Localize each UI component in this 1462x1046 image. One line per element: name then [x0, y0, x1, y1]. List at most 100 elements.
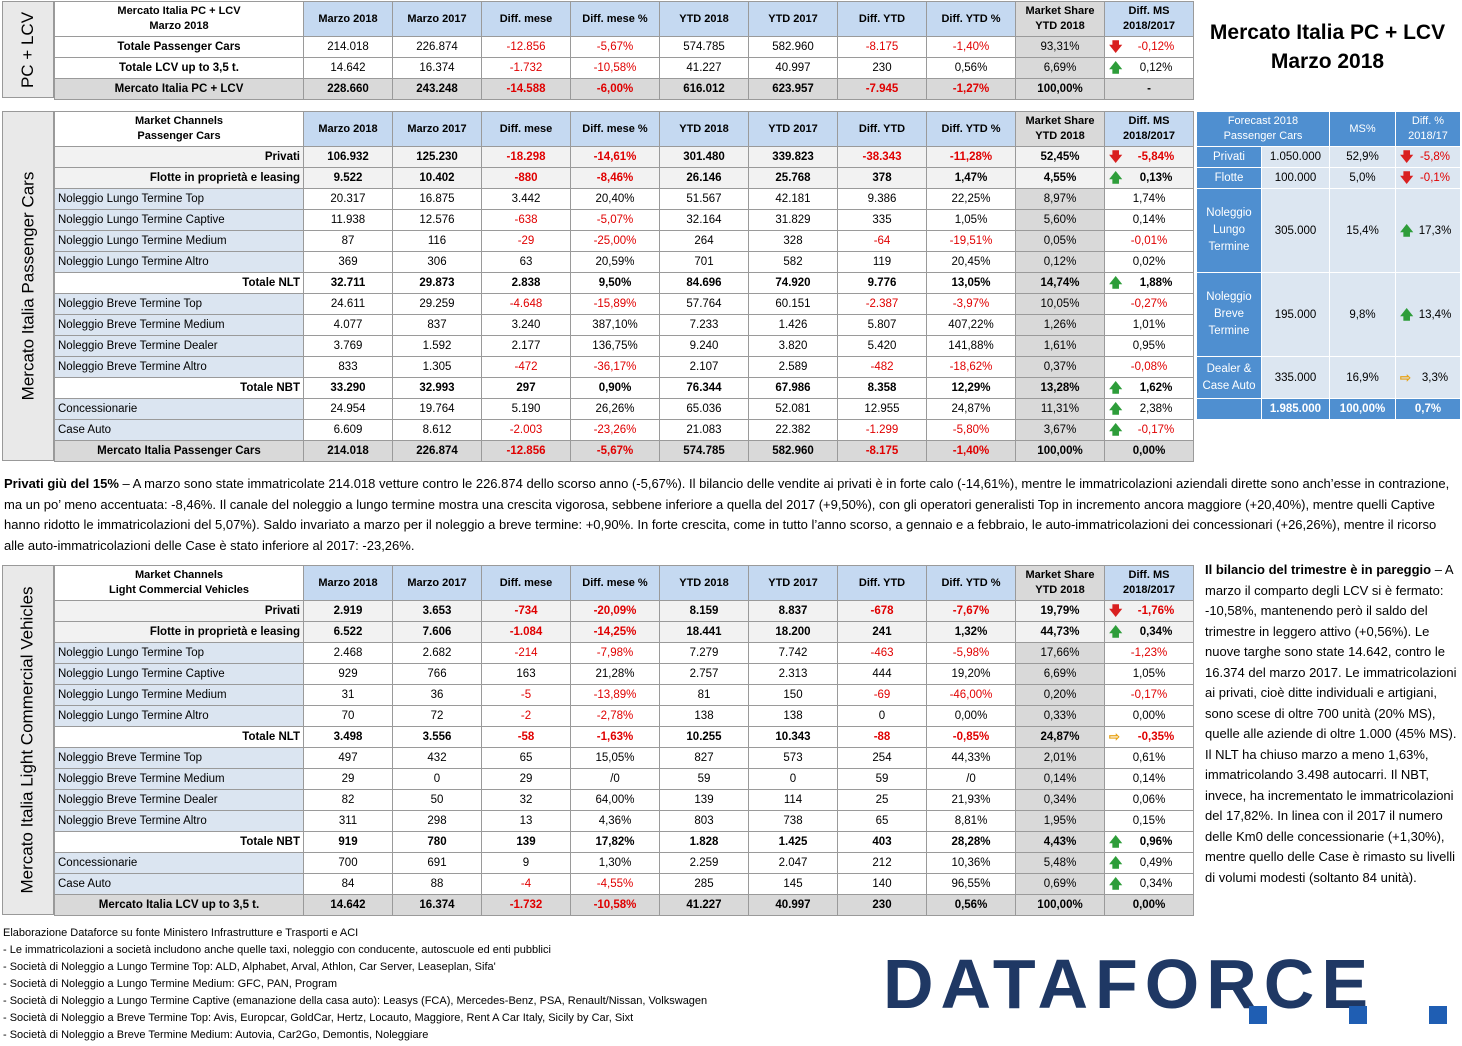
- diff-ms-value: -0,01%: [1130, 235, 1168, 247]
- forecast-diff-value: 17,3%: [1418, 224, 1452, 237]
- table-cell: 119: [837, 251, 927, 273]
- table-cell: 72: [392, 705, 482, 727]
- table-cell: 18.441: [659, 621, 749, 643]
- row-label: Concessionarie: [54, 398, 304, 420]
- table-cell: 93,31%: [1015, 36, 1105, 58]
- row-label: Noleggio Lungo Termine Captive: [54, 209, 304, 231]
- table-cell: 0,14%: [1015, 768, 1105, 790]
- table-cell: 0,56%: [926, 57, 1016, 79]
- table-cell: -2.003: [481, 419, 571, 441]
- table-cell: 17,82%: [570, 831, 660, 853]
- table-cell: 403: [837, 831, 927, 853]
- table-cell: 2.757: [659, 663, 749, 685]
- table-cell: 20,45%: [926, 251, 1016, 273]
- forecast-total-row: 1.985.000 100,00% 0,7%: [1196, 398, 1461, 420]
- table-row: Noleggio Lungo Termine Top 2.468 2.682 -214…: [54, 642, 1194, 664]
- table-cell: 1.828: [659, 831, 749, 853]
- table-cell: 837: [392, 314, 482, 336]
- table-cell: 150: [748, 684, 838, 706]
- table-cell: 301.480: [659, 146, 749, 168]
- table-cell: /0: [570, 768, 660, 790]
- table-cell: -8.175: [837, 440, 927, 462]
- table-cell: 32.993: [392, 377, 482, 399]
- market-share-diff: 1,01%: [1104, 314, 1194, 336]
- forecast-ms: 52,9%: [1329, 146, 1396, 168]
- table-row: Totale NBT 33.290 32.993 297 0,90% 76.344 67.9…: [54, 377, 1194, 399]
- table-cell: 96,55%: [926, 873, 1016, 895]
- forecast-channel-label: Privati: [1196, 146, 1262, 168]
- arrow-up-icon: 🡅: [1109, 422, 1123, 437]
- table-cell: -10,58%: [570, 894, 660, 916]
- table-cell: 919: [303, 831, 393, 853]
- table-cell: /0: [926, 768, 1016, 790]
- table-cell: 378: [837, 167, 927, 189]
- row-label: Noleggio Breve Termine Top: [54, 747, 304, 769]
- table-cell: 7.233: [659, 314, 749, 336]
- forecast-row: Flotte 100.000 5,0% 🡇 -0,1%: [1196, 167, 1461, 189]
- table-cell: 1,95%: [1015, 810, 1105, 832]
- diff-ms-value: 0,96%: [1139, 836, 1173, 848]
- table-cell: 3.820: [748, 335, 838, 357]
- table-cell: -46,00%: [926, 684, 1016, 706]
- column-header: Diff. mese: [481, 111, 571, 147]
- diff-ms-value: -0,08%: [1130, 361, 1168, 373]
- table-cell: 21.083: [659, 419, 749, 441]
- table-cell: 701: [659, 251, 749, 273]
- table-cell: 6.522: [303, 621, 393, 643]
- table-cell: 8.358: [837, 377, 927, 399]
- table-cell: 3,67%: [1015, 419, 1105, 441]
- table-cell: -36,17%: [570, 356, 660, 378]
- table-cell: 136,75%: [570, 335, 660, 357]
- market-share-diff: 0,14%: [1104, 768, 1194, 790]
- table-cell: 11.938: [303, 209, 393, 231]
- table-cell: 11,31%: [1015, 398, 1105, 420]
- market-share-diff: 1,74%: [1104, 188, 1194, 210]
- table-cell: -58: [481, 726, 571, 748]
- diff-ms-value: 1,62%: [1139, 382, 1173, 394]
- table-cell: 13,28%: [1015, 377, 1105, 399]
- market-share-diff: 🡅 -0,17%: [1104, 419, 1194, 441]
- table-cell: 5.807: [837, 314, 927, 336]
- table-cell: 16.875: [392, 188, 482, 210]
- arrow-up-icon: 🡅: [1109, 834, 1123, 849]
- table-cell: 19.764: [392, 398, 482, 420]
- table-cell: 141,88%: [926, 335, 1016, 357]
- table-cell: 24,87%: [1015, 726, 1105, 748]
- table-cell: -38.343: [837, 146, 927, 168]
- table-cell: 25.768: [748, 167, 838, 189]
- table-cell: -5,80%: [926, 419, 1016, 441]
- table-cell: 44,33%: [926, 747, 1016, 769]
- market-share-diff: 🡇 -5,84%: [1104, 146, 1194, 168]
- table-cell: -88: [837, 726, 927, 748]
- table-cell: -2.387: [837, 293, 927, 315]
- column-header: Diff. YTD %: [926, 565, 1016, 601]
- table-row: Noleggio Lungo Termine Top 20.317 16.875 3.…: [54, 188, 1194, 210]
- market-share-diff: -1,23%: [1104, 642, 1194, 664]
- forecast-diff: 🡇 -5,8%: [1395, 146, 1461, 168]
- table-cell: 139: [659, 789, 749, 811]
- table-cell: -25,00%: [570, 230, 660, 252]
- column-header: Diff. MS 2018/2017: [1104, 1, 1194, 37]
- table-row: Noleggio Lungo Termine Altro 70 72 -2 -2,78%…: [54, 705, 1194, 727]
- logo-square: [1429, 1006, 1447, 1024]
- table-header-row: Market Channels Passenger Cars Marzo 2018…: [54, 111, 1194, 147]
- column-header: Marzo 2017: [392, 565, 482, 601]
- table-cell: -1.732: [481, 57, 571, 79]
- table-row: Mercato Italia PC + LCV 228.660 243.248 -14…: [54, 78, 1194, 100]
- table-cell: 42.181: [748, 188, 838, 210]
- arrow-down-icon: 🡇: [1400, 149, 1414, 164]
- table-cell: -1.299: [837, 419, 927, 441]
- source-note-line: - Società di Noleggio a Lungo Termine Me…: [3, 978, 338, 990]
- table-cell: 29.259: [392, 293, 482, 315]
- table-cell: 803: [659, 810, 749, 832]
- market-share-diff: 🡇 -1,76%: [1104, 600, 1194, 622]
- table-cell: 738: [748, 810, 838, 832]
- table-cell: 2.177: [481, 335, 571, 357]
- forecast-ms: 5,0%: [1329, 167, 1396, 189]
- table-cell: -214: [481, 642, 571, 664]
- table-cell: 243.248: [392, 78, 482, 100]
- table-cell: -472: [481, 356, 571, 378]
- table-cell: 52.081: [748, 398, 838, 420]
- market-share-diff: 0,15%: [1104, 810, 1194, 832]
